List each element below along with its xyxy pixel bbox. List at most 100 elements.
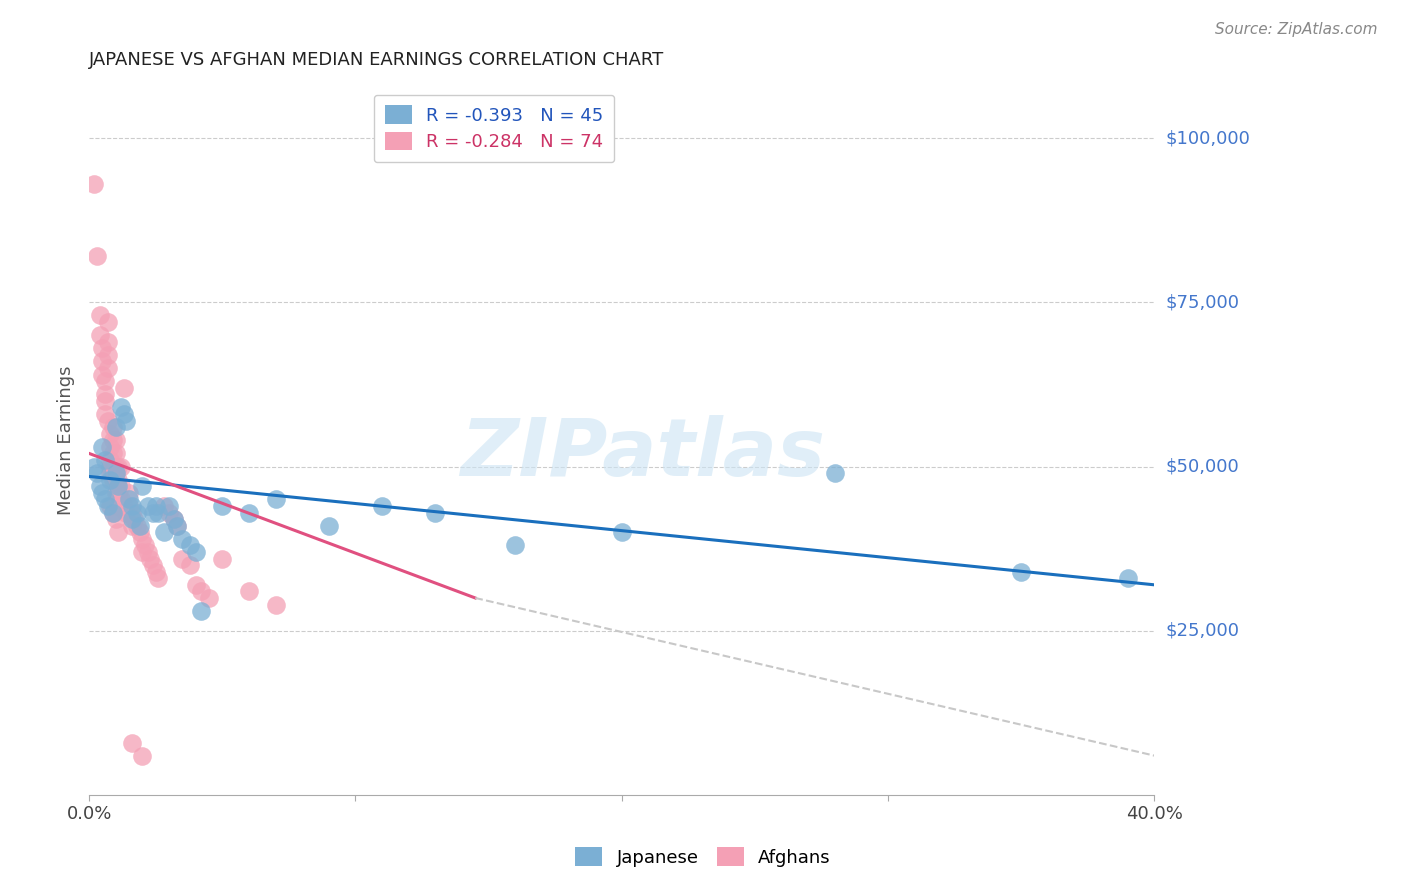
Point xyxy=(112,499,135,513)
Point xyxy=(91,354,114,368)
Point xyxy=(83,459,105,474)
Point xyxy=(179,538,201,552)
Point xyxy=(148,506,170,520)
Point xyxy=(163,512,186,526)
Point xyxy=(152,499,174,513)
Point xyxy=(125,518,148,533)
Point xyxy=(142,558,165,573)
Point xyxy=(166,518,188,533)
Text: ZIPatlas: ZIPatlas xyxy=(461,416,825,493)
Point xyxy=(112,407,135,421)
Point xyxy=(139,551,162,566)
Point xyxy=(136,499,159,513)
Legend: Japanese, Afghans: Japanese, Afghans xyxy=(568,840,838,874)
Point xyxy=(190,584,212,599)
Point xyxy=(264,492,287,507)
Point xyxy=(94,407,117,421)
Point xyxy=(134,538,156,552)
Point xyxy=(145,565,167,579)
Point xyxy=(121,499,143,513)
Point xyxy=(118,486,141,500)
Point xyxy=(94,453,117,467)
Point xyxy=(91,341,114,355)
Point xyxy=(371,499,394,513)
Point xyxy=(104,466,127,480)
Point xyxy=(121,512,143,526)
Point xyxy=(124,512,146,526)
Point xyxy=(136,545,159,559)
Point xyxy=(107,525,129,540)
Point xyxy=(97,361,120,376)
Point xyxy=(101,473,124,487)
Point xyxy=(157,499,180,513)
Text: JAPANESE VS AFGHAN MEDIAN EARNINGS CORRELATION CHART: JAPANESE VS AFGHAN MEDIAN EARNINGS CORRE… xyxy=(89,51,664,69)
Point xyxy=(110,479,132,493)
Point xyxy=(115,414,138,428)
Point xyxy=(94,492,117,507)
Point xyxy=(824,466,846,480)
Point xyxy=(318,518,340,533)
Legend: R = -0.393   N = 45, R = -0.284   N = 74: R = -0.393 N = 45, R = -0.284 N = 74 xyxy=(374,95,614,162)
Point xyxy=(94,393,117,408)
Point xyxy=(97,315,120,329)
Point xyxy=(100,459,122,474)
Point xyxy=(107,486,129,500)
Point xyxy=(86,249,108,263)
Point xyxy=(89,309,111,323)
Point xyxy=(100,499,122,513)
Point xyxy=(91,486,114,500)
Point xyxy=(104,486,127,500)
Point xyxy=(121,735,143,749)
Point xyxy=(145,499,167,513)
Point xyxy=(121,518,143,533)
Point xyxy=(163,512,186,526)
Point xyxy=(131,545,153,559)
Point xyxy=(86,466,108,480)
Point xyxy=(115,506,138,520)
Y-axis label: Median Earnings: Median Earnings xyxy=(58,366,75,515)
Point xyxy=(107,479,129,493)
Point xyxy=(100,453,122,467)
Point xyxy=(172,532,194,546)
Point xyxy=(152,525,174,540)
Point xyxy=(172,551,194,566)
Point xyxy=(128,518,150,533)
Point xyxy=(131,532,153,546)
Text: $100,000: $100,000 xyxy=(1166,129,1250,147)
Point xyxy=(125,506,148,520)
Point xyxy=(89,328,111,343)
Point xyxy=(91,440,114,454)
Point xyxy=(238,584,260,599)
Text: $25,000: $25,000 xyxy=(1166,622,1240,640)
Point xyxy=(198,591,221,605)
Point xyxy=(83,177,105,191)
Point xyxy=(238,506,260,520)
Point xyxy=(97,499,120,513)
Point xyxy=(118,492,141,507)
Point xyxy=(112,381,135,395)
Point xyxy=(107,473,129,487)
Point xyxy=(157,506,180,520)
Text: $75,000: $75,000 xyxy=(1166,293,1240,311)
Point xyxy=(104,473,127,487)
Point xyxy=(1010,565,1032,579)
Point xyxy=(104,459,127,474)
Point xyxy=(184,578,207,592)
Point xyxy=(104,512,127,526)
Point xyxy=(101,434,124,448)
Point xyxy=(121,506,143,520)
Text: $50,000: $50,000 xyxy=(1166,458,1239,475)
Point xyxy=(118,499,141,513)
Point xyxy=(107,499,129,513)
Point xyxy=(101,459,124,474)
Point xyxy=(179,558,201,573)
Point xyxy=(101,506,124,520)
Point xyxy=(610,525,633,540)
Point xyxy=(211,499,233,513)
Point xyxy=(97,414,120,428)
Point xyxy=(104,420,127,434)
Point xyxy=(425,506,447,520)
Point xyxy=(1116,571,1139,585)
Point xyxy=(142,506,165,520)
Point xyxy=(128,525,150,540)
